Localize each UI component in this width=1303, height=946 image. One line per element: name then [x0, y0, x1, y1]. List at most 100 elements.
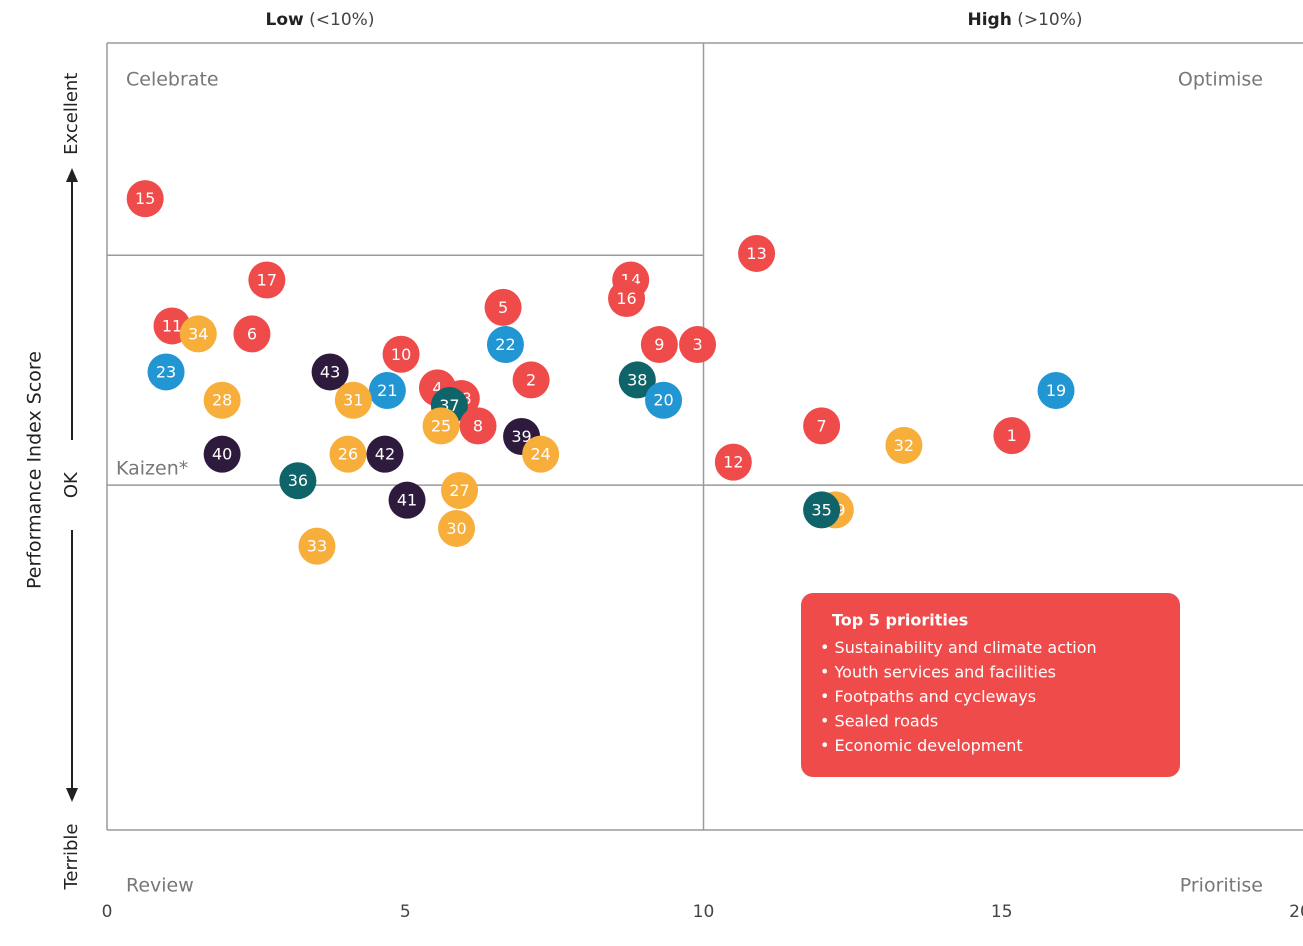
point-label: 2 — [526, 370, 536, 389]
point — [382, 335, 420, 373]
y-tick-label: Terrible — [61, 824, 82, 891]
point — [334, 381, 372, 419]
point-label: 39 — [511, 427, 531, 446]
point-label: 5 — [498, 298, 508, 317]
point-label: 20 — [653, 391, 673, 410]
point-label: 42 — [375, 445, 395, 464]
point-label: 23 — [156, 362, 176, 381]
point-label: 1 — [1007, 426, 1017, 445]
priorities-title: Top 5 priorities — [832, 611, 968, 630]
point — [248, 261, 286, 299]
point — [803, 491, 841, 529]
y-tick-label: Excellent — [61, 73, 82, 155]
point-label: 32 — [894, 436, 914, 455]
point-label: 17 — [257, 270, 277, 289]
point-label: 36 — [288, 471, 308, 490]
quadrant-label: Optimise — [1178, 69, 1263, 91]
x-tick-label: 0 — [102, 902, 113, 922]
x-group-text: (>10%) — [1017, 10, 1082, 30]
priority-text: Youth services and facilities — [834, 662, 1056, 681]
priority-item: • Footpaths and cycleways — [820, 687, 1036, 706]
point — [388, 481, 426, 519]
point-label: 33 — [307, 537, 327, 556]
priority-item: • Youth services and facilities — [820, 662, 1056, 681]
point-label: 8 — [473, 416, 483, 435]
point — [1037, 372, 1075, 410]
point — [512, 361, 550, 399]
priority-text: Economic development — [835, 736, 1023, 755]
x-group-label: High (>10%) — [967, 10, 1082, 30]
point-label: 9 — [654, 335, 664, 354]
point-label: 22 — [495, 335, 515, 354]
point — [640, 326, 678, 364]
point — [233, 315, 271, 353]
point-label: 7 — [817, 416, 827, 435]
point — [368, 372, 406, 410]
point-label: 10 — [391, 345, 411, 364]
quadrant-label: Review — [126, 875, 194, 897]
point — [279, 462, 317, 500]
point — [645, 381, 683, 419]
point — [366, 435, 404, 473]
point — [484, 288, 522, 326]
point-label: 12 — [723, 453, 743, 472]
point — [126, 180, 164, 218]
priority-item: • Sealed roads — [820, 711, 938, 730]
point — [522, 435, 560, 473]
point — [179, 315, 217, 353]
point — [298, 527, 336, 565]
arrow-head — [66, 788, 78, 802]
x-group-text: (<10%) — [309, 10, 374, 30]
point-label: 16 — [616, 289, 636, 308]
point — [438, 509, 476, 547]
priority-text: Sealed roads — [835, 711, 939, 730]
priority-text: Footpaths and cycleways — [835, 687, 1037, 706]
point-label: 27 — [449, 481, 469, 500]
point — [993, 417, 1031, 455]
y-tick-label: OK — [61, 471, 82, 498]
x-tick-label: 10 — [693, 902, 715, 922]
point-label: 35 — [811, 500, 831, 519]
quadrant-label: Prioritise — [1180, 875, 1263, 897]
x-tick-label: 20 — [1289, 902, 1303, 922]
point-label: 6 — [247, 324, 257, 343]
point — [203, 435, 241, 473]
x-tick-label: 15 — [991, 902, 1013, 922]
x-group-label: Low (<10%) — [266, 10, 375, 30]
point-label: 26 — [338, 445, 358, 464]
point-label: 15 — [135, 189, 155, 208]
point — [608, 280, 646, 318]
point — [147, 353, 185, 391]
point-label: 41 — [397, 491, 417, 510]
x-tick-label: 5 — [400, 902, 411, 922]
priority-item: • Economic development — [820, 736, 1023, 755]
point — [885, 426, 923, 464]
arrow-head — [66, 168, 78, 182]
point-label: 43 — [320, 362, 340, 381]
priorities-box — [801, 593, 1180, 777]
point — [679, 326, 717, 364]
point — [486, 326, 524, 364]
point-label: 24 — [530, 445, 550, 464]
point-label: 13 — [746, 244, 766, 263]
point — [738, 234, 776, 272]
priority-item: • Sustainability and climate action — [820, 638, 1097, 657]
priority-text: Sustainability and climate action — [835, 638, 1097, 657]
point-label: 4 — [432, 378, 442, 397]
y-axis-title: Performance Index Score — [24, 351, 46, 589]
point — [714, 443, 752, 481]
point — [441, 471, 479, 509]
point-label: 25 — [431, 416, 451, 435]
point — [311, 353, 349, 391]
point-label: 31 — [343, 391, 363, 410]
point — [203, 381, 241, 419]
point-label: 3 — [692, 335, 702, 354]
point-label: 19 — [1046, 381, 1066, 400]
point-label: 28 — [212, 391, 232, 410]
point — [618, 361, 656, 399]
point — [459, 407, 497, 445]
point — [422, 407, 460, 445]
x-group-bold: Low — [266, 10, 305, 30]
point — [329, 435, 367, 473]
